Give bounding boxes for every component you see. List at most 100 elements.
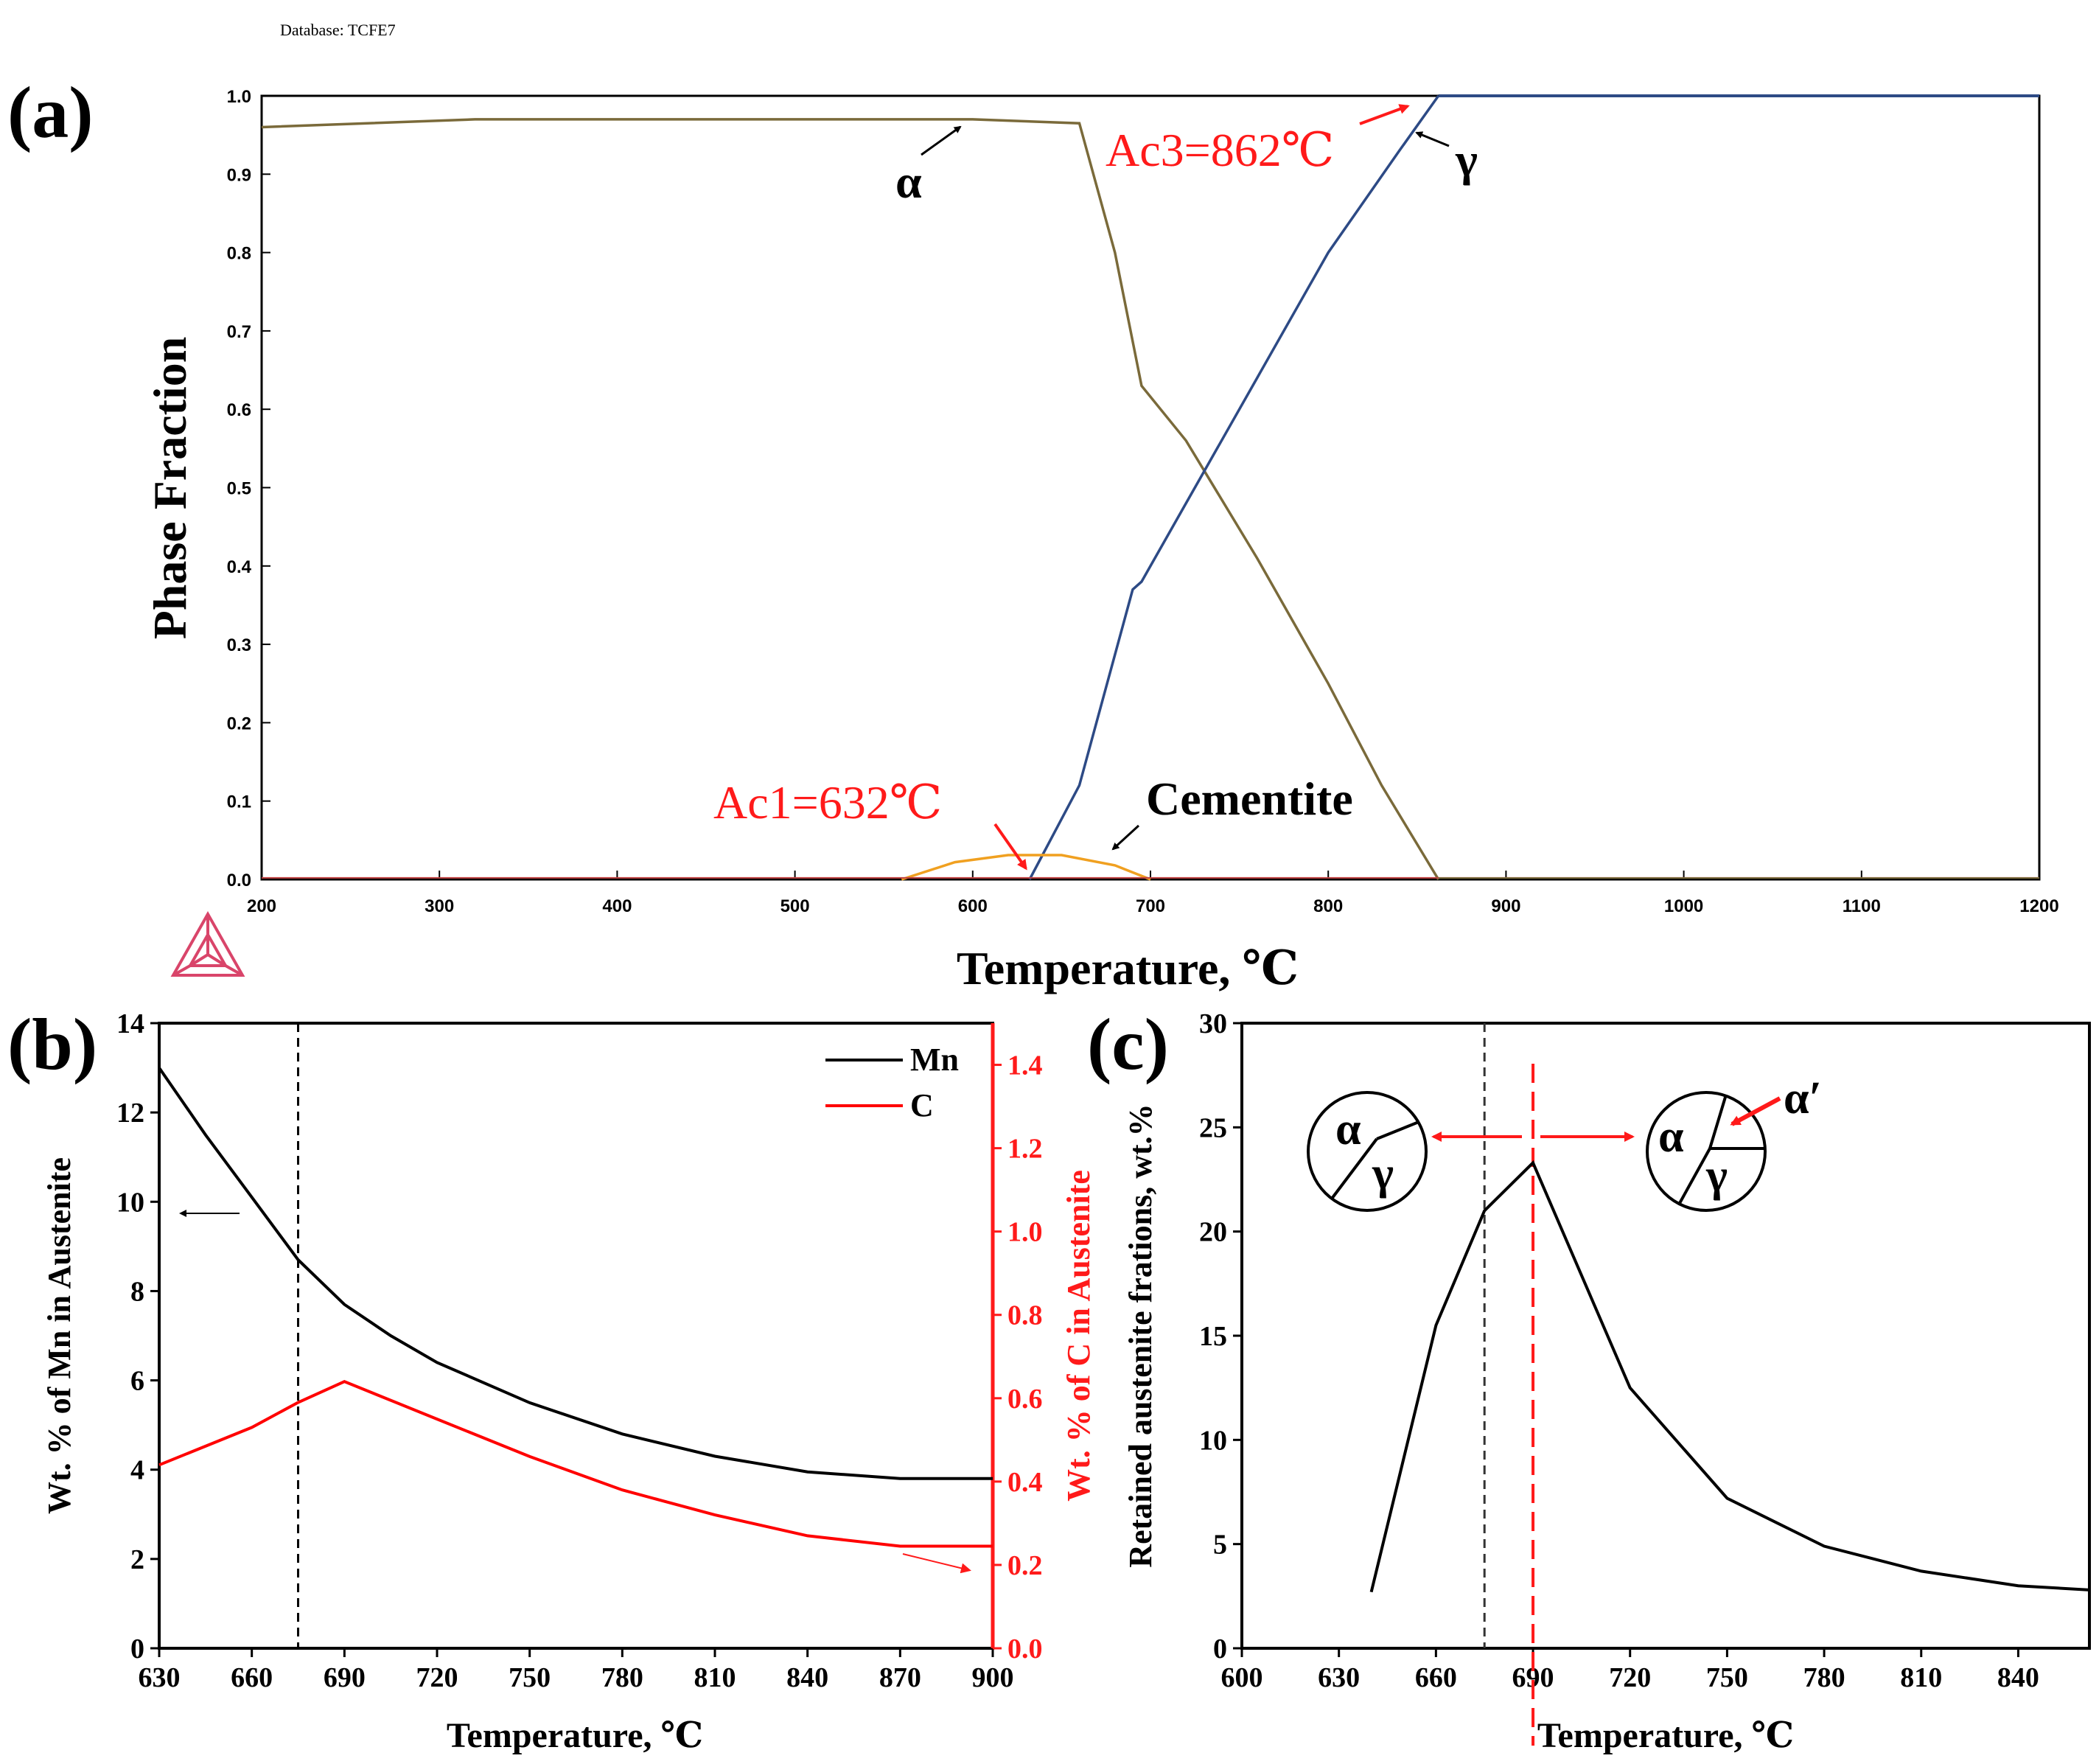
panel-b-plot-frame [158,1022,994,1650]
arrow-cementite [1111,824,1140,851]
panel-c-ylabel: Retained austenite frations, wt.% [1122,1104,1159,1567]
panel-b-ytick-left-label: 10 [116,1187,144,1218]
panel-b-ytick-left-label: 14 [116,1008,144,1039]
panel-c-xtick-label: 660 [1415,1662,1457,1693]
panel-a-xtick-label: 900 [1491,896,1520,916]
panel-b-ytick-right-label: 0.0 [1007,1634,1043,1664]
panel-b-ytick-right-label: 1.0 [1007,1217,1043,1248]
panel-c-xtick-label: 750 [1706,1662,1748,1693]
arrow-ac1 [993,823,1027,871]
arrow-gamma [1415,131,1450,147]
panel-c-series-retained-austenite [1369,1160,2090,1593]
panel-b-xtick-label: 870 [879,1662,921,1693]
schematic-alpha-prime: α′ [1784,1073,1822,1123]
panel-c: (c) 600 630 660 690 720 750 780 810 840051015202… [1087,1003,2091,1755]
panel-b-ytick-right-label: 1.4 [1007,1050,1043,1081]
panel-c-xlabel: Temperature, ℃ [1537,1716,1794,1755]
annotation-gamma: γ [1455,133,1478,186]
arrow-c-axis [902,1553,971,1574]
annotation-ac3: Ac3=862℃ [1106,124,1334,176]
panel-c-ytick-label: 20 [1199,1217,1227,1248]
panel-a-ytick-label: 0.6 [227,400,251,420]
panel-c-ytick-label: 15 [1199,1321,1227,1352]
panel-b-xtick-label: 840 [786,1662,828,1693]
panel-a-xtick-label: 200 [247,896,276,916]
panel-b-xtick-label: 810 [694,1662,736,1693]
panel-b-ytick-left-label: 2 [130,1544,144,1575]
panel-a-ytick-label: 0.1 [227,792,251,812]
panel-b-ytick-left-label: 6 [130,1366,144,1397]
panel-c-series [1369,1023,2090,1746]
panel-a-xtick-label: 600 [958,896,988,916]
panel-a-xtick-label: 700 [1136,896,1165,916]
panel-b-series-c [158,1380,993,1548]
panel-a-ytick-label: 0.5 [227,479,251,499]
panel-c-xtick-label: 780 [1803,1662,1845,1693]
panel-b-legend: Mn C [825,1042,959,1123]
panel-b-ytick-right-label: 0.8 [1007,1300,1043,1331]
panel-a-ytick-label: 0.2 [227,714,251,733]
panel-a: Database: TCFE7 (a) 200 300 400 500 600 700 80… [7,21,2059,994]
legend-mn-label: Mn [910,1042,959,1078]
panel-b: (b) 630 660 690 720 750 780 810 840 870 900024681… [7,1003,1097,1755]
panel-b-label: (b) [7,1003,97,1085]
schematic-alpha-gamma-alphaprime: α γ α′ [1646,1073,1822,1212]
panel-a-xtick-label: 400 [602,896,632,916]
schematic-alpha-gamma: α γ [1307,1091,1428,1212]
schematic-left-alpha: α [1335,1104,1361,1154]
panel-c-xtick-label: 810 [1900,1662,1942,1693]
panel-a-label: (a) [7,72,94,153]
panel-a-xtick-label: 800 [1313,896,1343,916]
panel-b-ytick-left-label: 4 [130,1455,144,1486]
panel-a-ytick-label: 0.3 [227,635,251,655]
panel-b-ylabel-left: Wt. % of Mn in Austenite [41,1157,77,1514]
panel-c-xtick-label: 840 [1997,1662,2039,1693]
panel-a-xtick-label: 1200 [2019,896,2058,916]
panel-a-xtick-label: 1000 [1664,896,1703,916]
panel-b-xtick-label: 660 [231,1662,273,1693]
panel-b-series-mn [158,1067,993,1480]
annotation-ac1: Ac1=632℃ [713,776,942,829]
panel-a-series-cementite [901,854,1151,881]
panel-b-ytick-left-label: 12 [116,1098,144,1129]
panel-c-ytick-label: 30 [1199,1008,1227,1039]
panel-a-series [261,94,2039,881]
panel-b-ytick-right-label: 1.2 [1007,1134,1043,1165]
panel-b-xtick-label: 720 [416,1662,458,1693]
panel-b-xlabel: Temperature, ℃ [447,1716,703,1755]
panel-a-ylabel: Phase Fraction [144,337,196,640]
panel-a-plot-frame [260,94,2041,881]
panel-b-ytick-left-label: 0 [130,1634,144,1664]
panel-b-ytick-right-label: 0.4 [1007,1467,1043,1498]
thermocalc-logo [170,910,245,977]
panel-b-ticks: 630 660 690 720 750 780 810 840 870 9000246810121… [116,1008,1043,1693]
annotation-alpha: α [895,156,922,208]
panel-c-xtick-label: 600 [1221,1662,1263,1693]
panel-b-xtick-label: 900 [972,1662,1014,1693]
panel-a-ticks: 200 300 400 500 600 700 800 900 1000 1100 1200 0.0 0… [227,87,2059,916]
database-label: Database: TCFE7 [280,21,396,39]
panel-b-ytick-right-label: 0.6 [1007,1384,1043,1415]
panel-a-xlabel: Temperature, ℃ [957,942,1299,994]
panel-c-ytick-label: 25 [1199,1112,1227,1143]
panel-a-ytick-label: 1.0 [227,87,251,107]
panel-a-ytick-label: 0.4 [227,557,252,577]
schematic-right-gamma: γ [1705,1151,1728,1201]
panel-a-xtick-label: 300 [425,896,454,916]
legend-c-label: C [910,1087,934,1123]
panel-a-xtick-label: 500 [780,896,810,916]
panel-b-xtick-label: 630 [139,1662,181,1693]
schematic-right-alpha: α [1658,1112,1684,1162]
panel-a-ytick-label: 0.8 [227,244,251,264]
panel-b-ytick-left-label: 8 [130,1276,144,1307]
arrow-alpha [921,125,962,156]
panel-c-xtick-label: 630 [1318,1662,1360,1693]
schematic-left-gamma: γ [1372,1148,1394,1199]
panel-a-ytick-label: 0.9 [227,165,251,185]
panel-a-series-gamma [1028,94,1440,880]
arrow-alpha-prime [1730,1096,1781,1126]
panel-c-ytick-label: 0 [1213,1634,1227,1664]
panel-b-xtick-label: 690 [324,1662,366,1693]
